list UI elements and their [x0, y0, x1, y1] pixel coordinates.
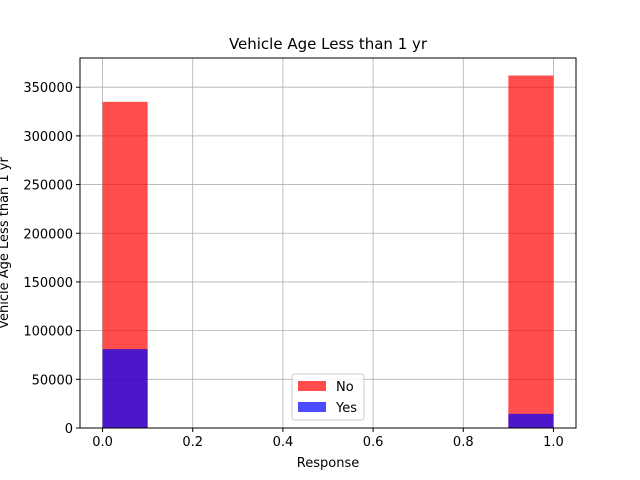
- x-axis-label: Response: [297, 456, 359, 471]
- y-tick-label: 300000: [23, 130, 73, 145]
- y-tick-label: 200000: [23, 227, 73, 242]
- bar-no-1: [508, 75, 554, 429]
- y-axis-label: Vehicle Age Less than 1 yr: [0, 157, 12, 329]
- x-tick-label: 0.6: [363, 435, 384, 450]
- legend-swatch-yes: [298, 402, 326, 412]
- x-tick-label: 0.4: [273, 435, 294, 450]
- chart-title: Vehicle Age Less than 1 yr: [229, 35, 428, 53]
- grid-layer: [80, 58, 576, 429]
- legend-label-no: No: [336, 380, 354, 395]
- legend: No Yes: [291, 373, 365, 421]
- bars-layer: [102, 75, 554, 429]
- legend-swatch-no: [298, 381, 326, 391]
- y-tick-label: 150000: [23, 276, 73, 291]
- x-tick-label: 0.8: [453, 435, 474, 450]
- y-tick-label: 350000: [23, 81, 73, 96]
- x-tick-label: 0.2: [182, 435, 203, 450]
- x-tick-label: 0.0: [92, 435, 113, 450]
- bar-yes-1: [508, 413, 554, 428]
- legend-label-yes: Yes: [335, 401, 357, 416]
- y-tick-label: 0: [65, 422, 73, 437]
- plot-frame: [79, 57, 577, 429]
- x-tick-label: 1.0: [543, 435, 564, 450]
- y-tick-label: 250000: [23, 179, 73, 194]
- ticks-layer: 0.0 0.2 0.4 0.6 0.8 1.0 0 50000 100000 150000 2000…: [23, 81, 563, 450]
- y-tick-label: 50000: [32, 373, 73, 388]
- y-tick-label: 100000: [23, 325, 73, 340]
- bar-yes-0: [102, 349, 148, 428]
